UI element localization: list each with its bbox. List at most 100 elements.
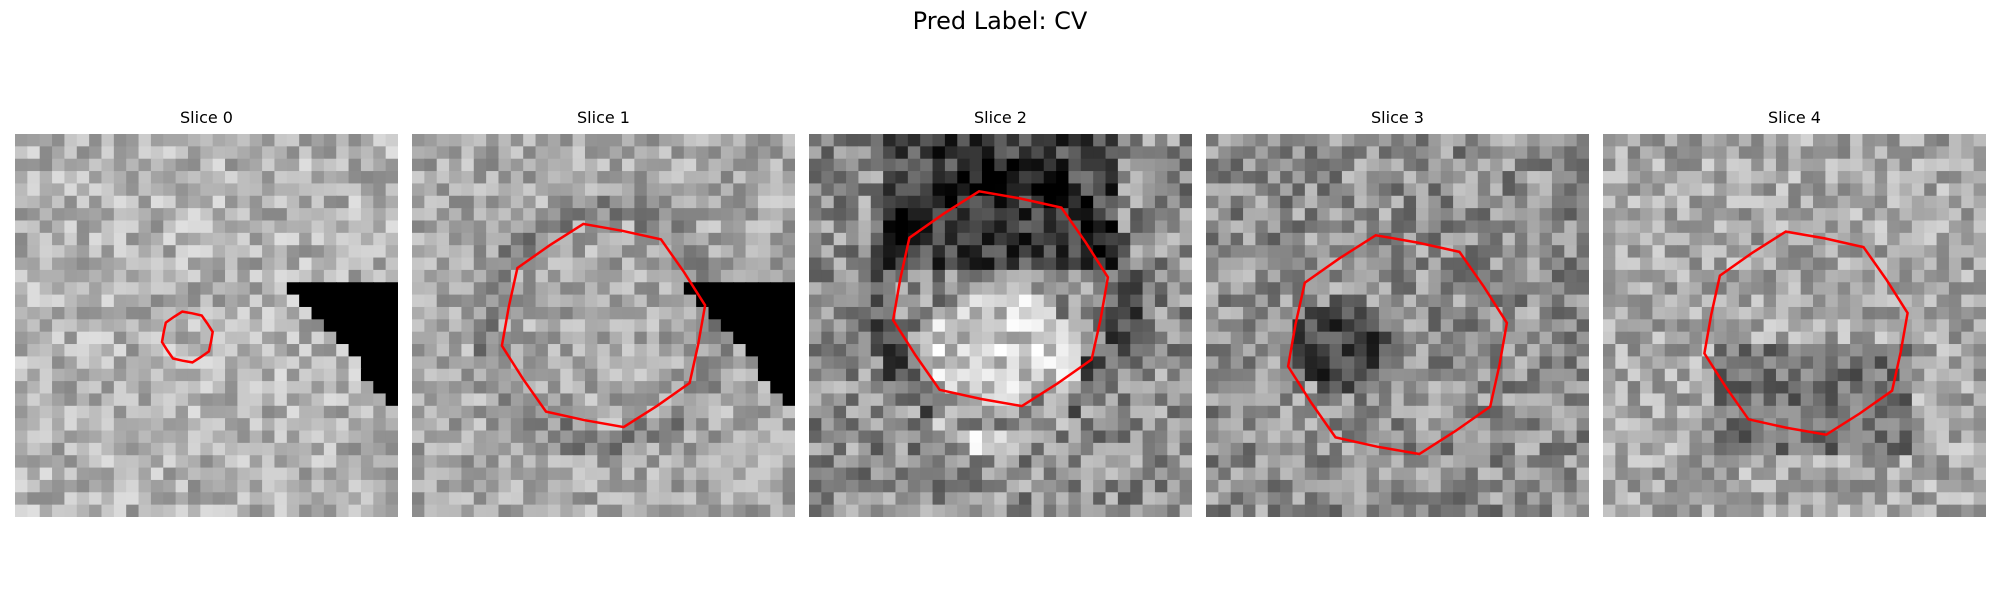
pixel [1738,479,1752,493]
pixel [436,344,450,357]
pixel [920,442,934,456]
pixel [510,134,524,147]
pixel [1218,356,1232,370]
pixel [622,208,635,222]
pixel [745,171,759,185]
pixel [15,344,28,357]
pixel [659,282,673,296]
pixel [1800,344,1814,357]
pixel [299,368,313,382]
pixel [560,492,574,506]
pixel [981,381,995,395]
pixel [1825,356,1839,370]
pixel [39,134,53,147]
pixel [424,381,438,395]
pixel [424,208,438,222]
pixel [1973,455,1986,469]
pixel [1788,442,1802,456]
pixel [1788,381,1802,395]
pixel [113,418,127,432]
pixel [1714,442,1728,456]
pixel [720,455,734,469]
pixel [720,492,734,506]
pixel [1019,504,1032,517]
pixel [981,356,995,370]
pixel [846,232,860,246]
pixel [1477,418,1491,432]
pixel [510,158,524,172]
pixel [1056,479,1070,493]
pixel [1167,381,1181,395]
pixel [1775,220,1789,234]
pixel [1714,257,1728,271]
pixel [1218,344,1232,357]
pixel [646,368,660,382]
pixel [932,393,946,407]
pixel [1813,294,1826,308]
pixel [39,331,53,345]
pixel [833,282,847,296]
pixel [1911,455,1925,469]
pixel [348,504,362,517]
pixel [348,430,362,444]
pixel [1615,418,1629,432]
pixel [634,430,648,444]
pixel [1539,294,1553,308]
pixel [1006,442,1020,456]
pixel [1267,183,1281,197]
pixel [1924,479,1938,493]
pixel [920,430,934,444]
pixel [1627,479,1641,493]
pixel [286,134,300,147]
pixel [1317,306,1331,320]
pixel [1539,220,1553,234]
pixel [523,356,537,370]
pixel [1130,368,1144,382]
pixel [1652,467,1666,481]
pixel [1948,257,1962,271]
pixel [1317,381,1331,395]
pixel [1428,134,1442,147]
pixel [1031,492,1045,506]
pixel [696,269,710,283]
pixel [1130,306,1144,320]
pixel [1788,232,1802,246]
pixel [745,381,759,395]
pixel [27,331,41,345]
pixel [1218,257,1232,271]
pixel [1677,344,1691,357]
pixel [262,479,276,493]
pixel [1167,418,1181,432]
pixel [262,171,276,185]
pixel [1911,158,1925,172]
pixel [64,368,78,382]
pixel [809,171,822,185]
pixel [1354,344,1368,357]
pixel [720,269,734,283]
pixel [609,393,623,407]
pixel [187,455,201,469]
pixel [175,381,189,395]
pixel [323,232,337,246]
pixel [1329,479,1343,493]
pixel [274,504,288,517]
pixel [1948,245,1962,259]
pixel [1167,245,1181,259]
pixel [1105,306,1119,320]
pixel [1179,220,1192,234]
pixel [957,381,971,395]
pixel [1825,319,1839,333]
pixel [1006,455,1020,469]
pixel [237,504,251,517]
pixel [113,232,127,246]
pixel [1514,195,1528,209]
pixel [895,442,909,456]
pixel [1911,183,1925,197]
pixel [27,245,41,259]
pixel [932,356,946,370]
pixel [659,146,673,160]
pixel [770,442,784,456]
pixel [1366,245,1380,259]
pixel [1243,158,1257,172]
pixel [560,282,574,296]
